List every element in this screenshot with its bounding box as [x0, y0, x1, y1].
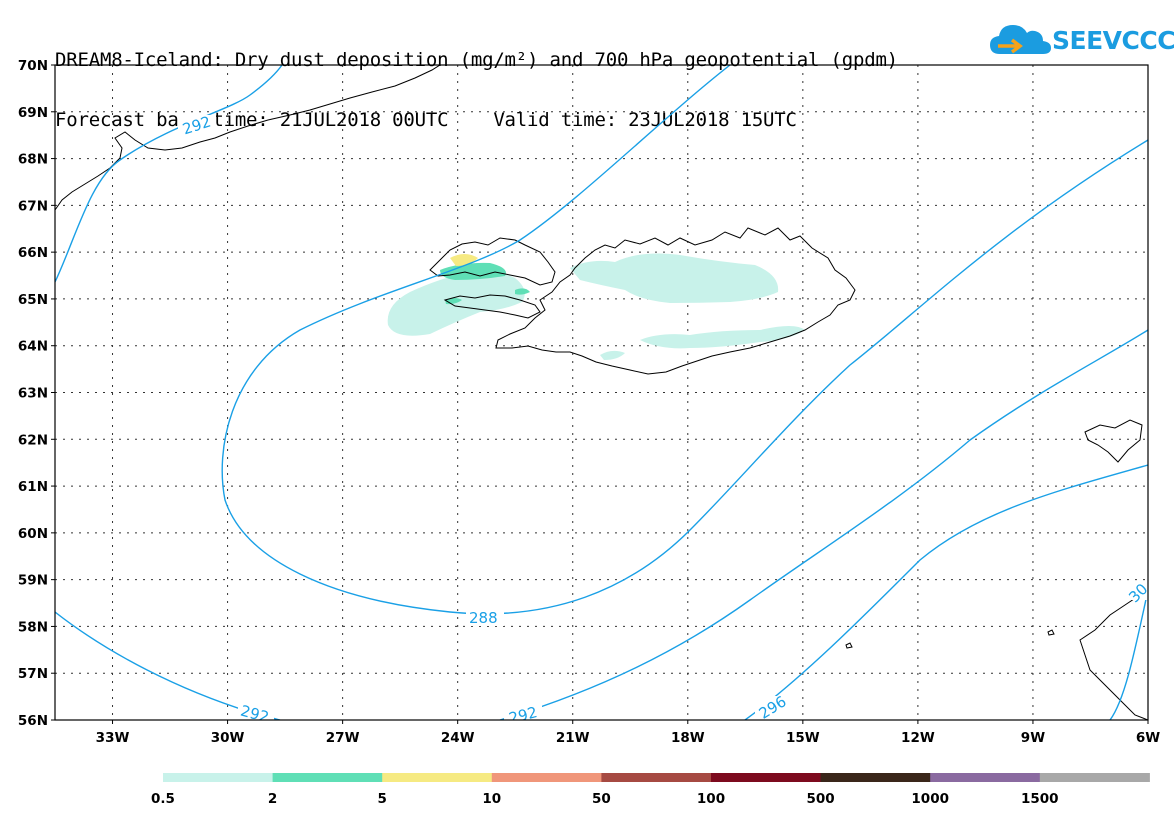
contour-label-292-se: 292	[507, 703, 539, 727]
legend-swatch	[272, 773, 383, 782]
legend-swatch	[820, 773, 931, 782]
legend-label: 2	[268, 791, 277, 807]
contour-label-292-sw: 292	[239, 702, 271, 727]
peninsula-coastline	[443, 294, 541, 319]
lat-label: 67N	[18, 198, 48, 214]
lat-label: 65N	[18, 292, 48, 308]
scotland-coastline	[1079, 594, 1148, 720]
color-legend: 0.5 2 5 10 50 100 500 1000 1500	[151, 773, 1150, 807]
legend-swatch	[601, 773, 712, 782]
lat-label: 66N	[18, 245, 48, 261]
lat-label: 59N	[18, 573, 48, 589]
logo-text: SEEVCCC	[1052, 26, 1175, 55]
dust-region-northeast	[570, 253, 779, 303]
contour-288	[221, 65, 1148, 615]
legend-swatch	[163, 773, 274, 782]
cloud-logo-icon	[990, 25, 1051, 54]
dust-region-southwest	[600, 350, 625, 360]
lon-label: 21W	[556, 730, 590, 746]
legend-label: 0.5	[151, 791, 175, 807]
latitude-labels: 70N 69N 68N 67N 66N 65N 64N 63N 62N 61N 60N 59N 58N 5…	[18, 58, 55, 729]
legend-swatch	[1039, 773, 1150, 782]
lat-label: 56N	[18, 713, 48, 729]
lon-label: 33W	[96, 730, 130, 746]
legend-swatch	[711, 773, 822, 782]
lon-label: 27W	[326, 730, 360, 746]
dust-region-west-4	[515, 288, 530, 295]
lon-label: 6W	[1136, 730, 1160, 746]
lat-label: 58N	[18, 619, 48, 635]
legend-label: 1000	[911, 791, 949, 807]
islet-b	[845, 642, 853, 649]
faroe-coastline	[1084, 419, 1143, 463]
legend-swatch	[930, 773, 1041, 782]
legend-label: 50	[592, 791, 611, 807]
dust-deposition-shading	[387, 253, 805, 360]
legend-swatch	[382, 773, 493, 782]
seevccc-logo: SEEVCCC	[990, 20, 1175, 60]
dust-region-west-3	[450, 254, 478, 266]
lat-label: 64N	[18, 339, 48, 355]
graticule	[55, 65, 1148, 720]
dust-region-west-2	[440, 262, 506, 280]
legend-swatch	[491, 773, 602, 782]
dust-region-south	[640, 326, 805, 349]
legend-label: 100	[697, 791, 725, 807]
coastlines	[55, 65, 1148, 720]
westfjords-coastline	[429, 237, 556, 286]
legend-label: 500	[807, 791, 835, 807]
longitude-labels: 33W 30W 27W 24W 21W 18W 15W 12W 9W 6W	[96, 720, 1160, 746]
legend-label: 1500	[1021, 791, 1059, 807]
lon-label: 24W	[441, 730, 475, 746]
islet-a	[1047, 629, 1055, 636]
lat-label: 60N	[18, 526, 48, 542]
lat-label: 70N	[18, 58, 48, 74]
lat-label: 62N	[18, 432, 48, 448]
legend-label: 10	[482, 791, 501, 807]
title-line-2: Forecast base time: 21JUL2018 00UTC Vali…	[55, 109, 797, 131]
contour-292-northwest	[55, 65, 283, 283]
contour-label-30x: 30	[1125, 580, 1151, 606]
lat-label: 63N	[18, 386, 48, 402]
contour-292-southeast	[499, 329, 1148, 720]
lat-label: 61N	[18, 479, 48, 495]
lat-label: 69N	[18, 105, 48, 121]
legend-label: 5	[377, 791, 386, 807]
greenland-coastline	[55, 65, 441, 211]
iceland-coastline	[495, 227, 856, 375]
lat-label: 68N	[18, 152, 48, 168]
lon-label: 12W	[901, 730, 935, 746]
lon-label: 18W	[671, 730, 705, 746]
contour-labels: 292 288 292 292 296 30	[178, 112, 1151, 727]
contour-label-288: 288	[469, 609, 498, 627]
lon-label: 30W	[211, 730, 245, 746]
contour-30x	[1109, 589, 1148, 720]
contour-296	[744, 464, 1148, 720]
lat-label: 57N	[18, 666, 48, 682]
lon-label: 9W	[1021, 730, 1045, 746]
dust-region-west	[387, 271, 525, 336]
lon-label: 15W	[786, 730, 820, 746]
